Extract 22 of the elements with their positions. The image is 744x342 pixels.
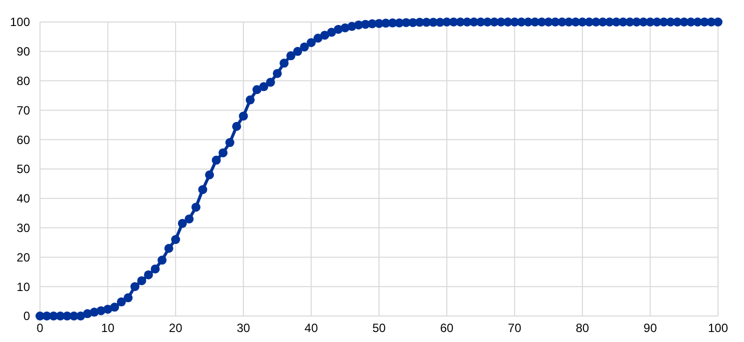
x-tick-label: 60 — [440, 321, 454, 335]
x-tick-label: 20 — [168, 321, 183, 335]
x-tick-label: 70 — [508, 321, 522, 335]
x-tick-label: 40 — [304, 321, 318, 335]
y-tick-label: 20 — [16, 250, 30, 264]
x-tick-label: 80 — [576, 321, 590, 335]
y-tick-label: 30 — [16, 221, 30, 235]
y-tick-label: 10 — [16, 280, 30, 294]
x-tick-label: 90 — [644, 321, 658, 335]
x-tick-label: 0 — [36, 321, 44, 335]
y-tick-label: 90 — [16, 44, 30, 59]
y-tick-label: 40 — [16, 192, 30, 206]
x-tick-label: 30 — [236, 321, 250, 335]
y-tick-label: 50 — [16, 162, 30, 176]
y-tick-label: 0 — [23, 309, 30, 324]
x-tick-label: 50 — [372, 321, 386, 335]
y-tick-label: 60 — [16, 132, 30, 147]
x-tick-label: 10 — [101, 321, 115, 335]
x-tick-label: 100 — [708, 321, 728, 335]
y-tick-label: 80 — [16, 74, 30, 88]
y-tick-label: 100 — [10, 15, 30, 30]
y-tick-label: 70 — [16, 103, 30, 118]
